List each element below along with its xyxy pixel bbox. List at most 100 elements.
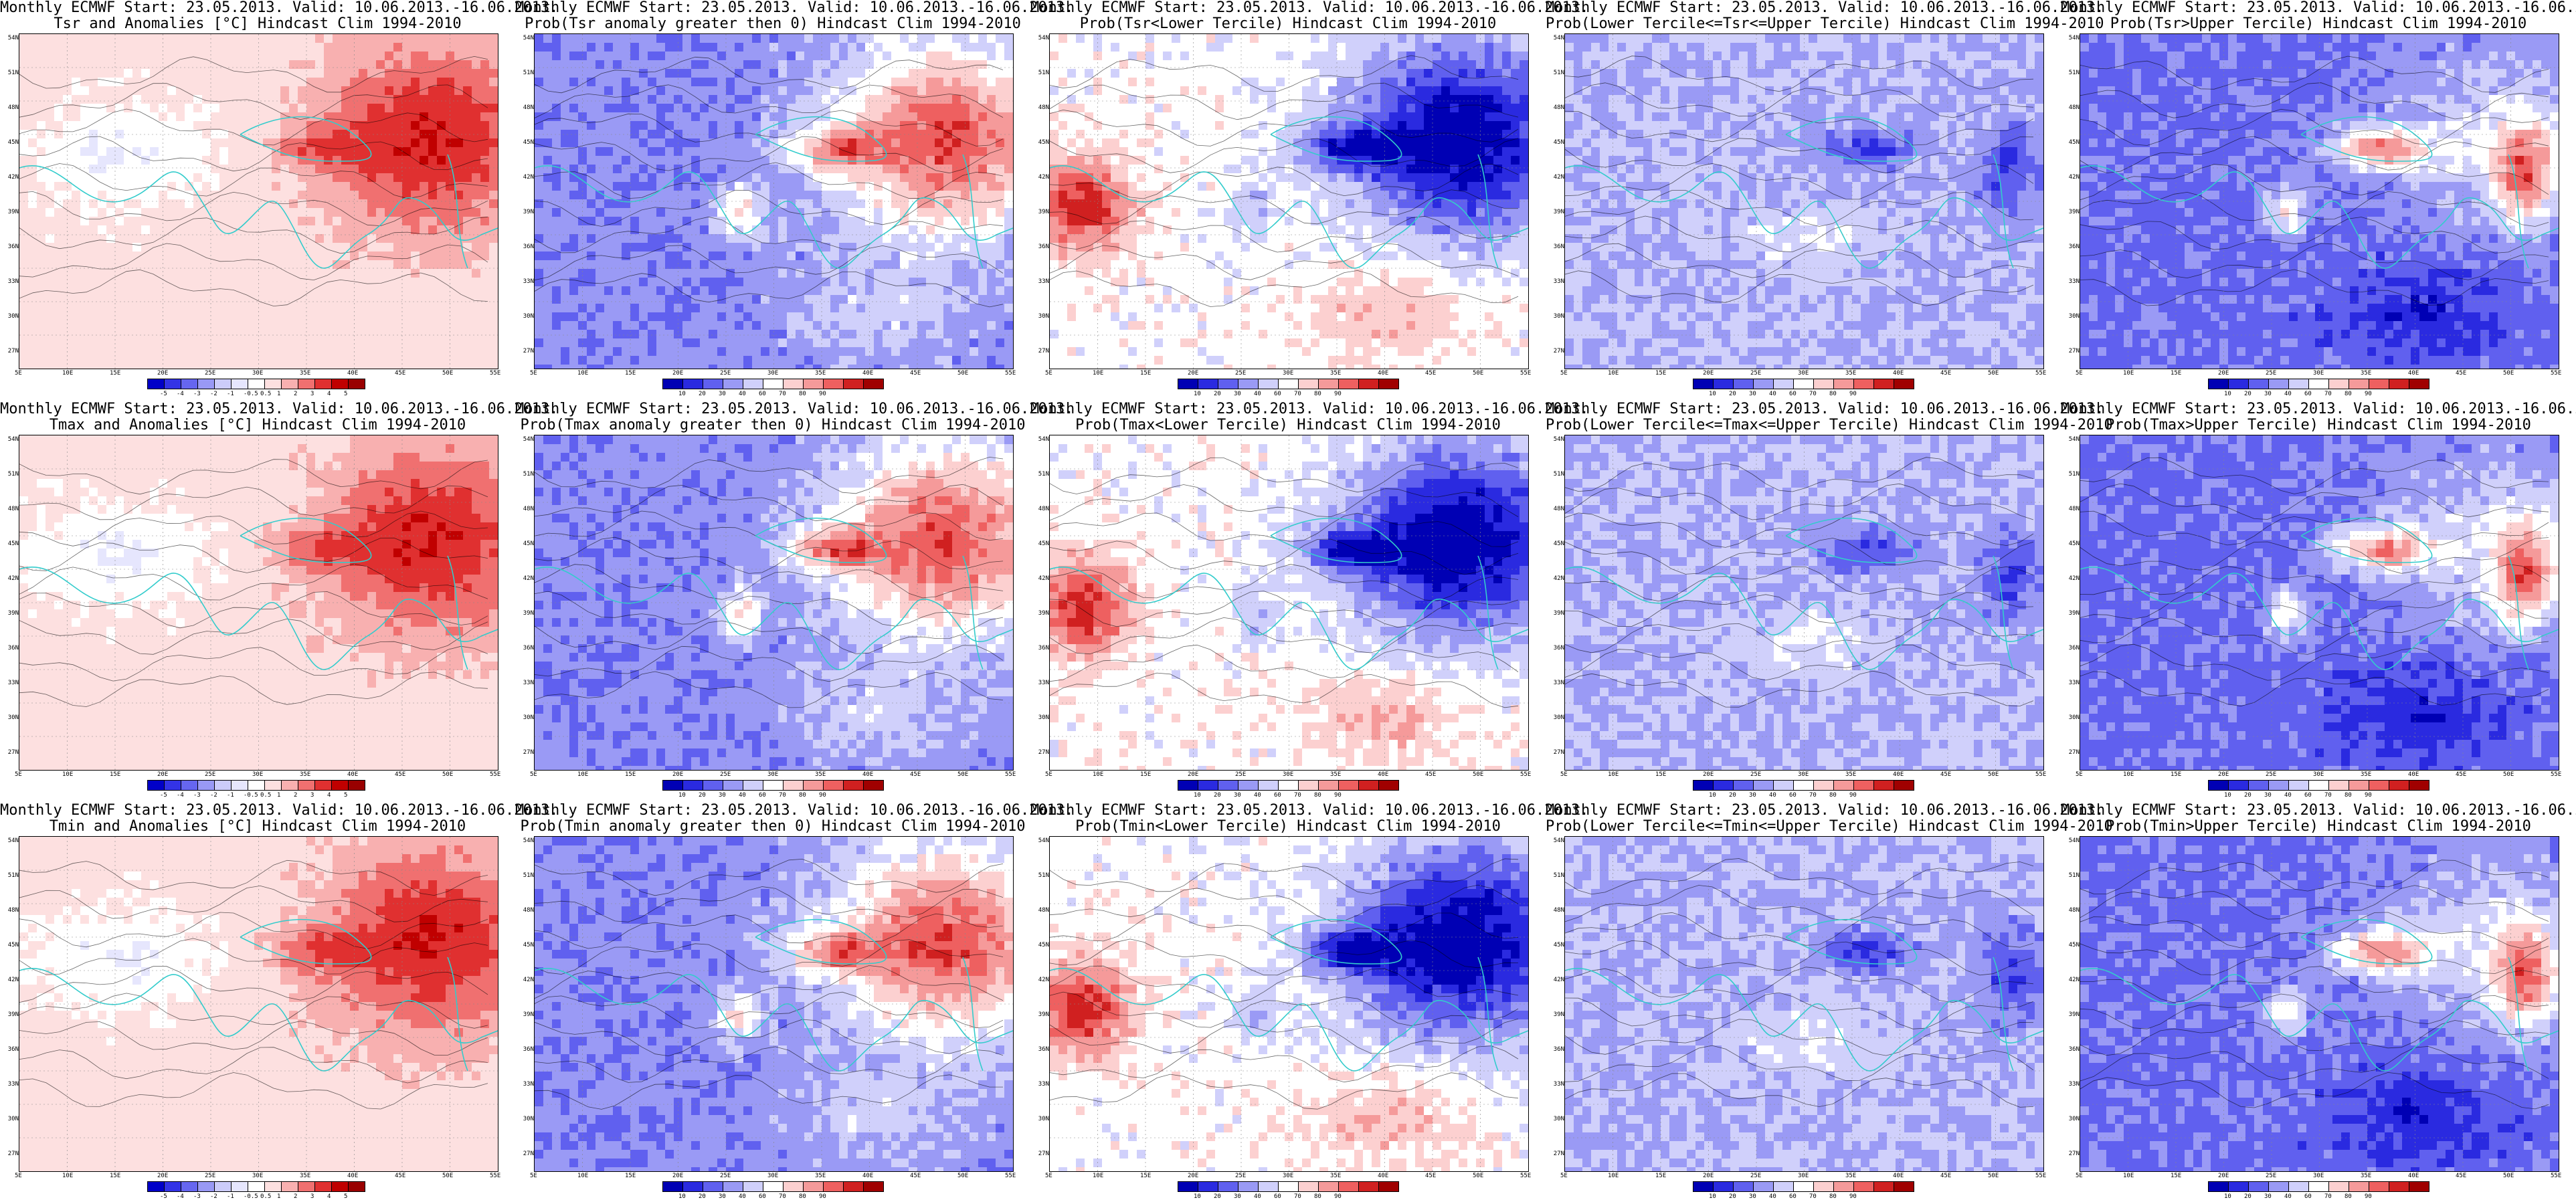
lon-label: 10E (577, 771, 588, 778)
lat-label: 27N (1547, 749, 1564, 756)
colorbar-segment (164, 780, 181, 791)
colorbar-segment (1733, 1181, 1754, 1192)
colorbar: 10 20 30 40 60 70 80 90 (1178, 1181, 1399, 1200)
colorbar-segment (843, 1181, 864, 1192)
lat-label: 39N (1032, 1011, 1049, 1018)
lon-label: 40E (862, 771, 873, 778)
colorbar-segment (743, 379, 763, 389)
colorbar-segment (2268, 780, 2289, 791)
colorbar-segment (682, 1181, 703, 1192)
colorbar-label: 30 (719, 1193, 726, 1200)
lon-label: 25E (205, 1173, 215, 1179)
lat-label: 30N (1547, 313, 1564, 320)
colorbar-segment (2349, 1181, 2369, 1192)
lon-label: 5E (2076, 771, 2083, 778)
lon-label: 10E (1608, 370, 1619, 377)
colorbar-label: 3 (310, 1193, 314, 1200)
lat-label: 48N (1032, 506, 1049, 512)
lat-label: 36N (1, 243, 19, 250)
lon-label: 20E (157, 1173, 168, 1179)
lon-label: 15E (110, 370, 120, 377)
colorbar-label: 80 (1829, 792, 1837, 799)
lat-label: 30N (1032, 714, 1049, 721)
colorbar-label: 80 (799, 1193, 806, 1200)
colorbar-segment (214, 379, 232, 389)
lat-label: 33N (517, 680, 534, 686)
shaded-field (2080, 837, 2559, 1171)
colorbar-label: 10 (1709, 792, 1716, 799)
lon-label: 10E (1608, 771, 1619, 778)
colorbar-segment (1693, 379, 1714, 389)
colorbar-segment (1894, 1181, 1914, 1192)
colorbar-label: 10 (1194, 391, 1201, 397)
colorbar-label: 20 (2244, 1193, 2251, 1200)
lon-label: 25E (205, 771, 215, 778)
lon-label: 50E (442, 1173, 453, 1179)
panel-title-line2: Prob(Tmax anomaly greater then 0) Hindca… (515, 417, 1030, 433)
lat-label: 39N (517, 610, 534, 617)
lon-label: 35E (2361, 370, 2371, 377)
shaded-field (1565, 34, 2043, 369)
lon-label: 20E (1188, 1173, 1198, 1179)
lat-label: 39N (1, 209, 19, 215)
colorbar-label: 40 (2284, 391, 2292, 397)
shaded-field (19, 435, 498, 770)
colorbar-segment (783, 780, 804, 791)
lat-label: 54N (1032, 436, 1049, 443)
colorbar-segment (331, 1181, 349, 1192)
colorbar-segment (2308, 780, 2329, 791)
lon-label: 45E (2456, 370, 2466, 377)
lat-label: 30N (1032, 313, 1049, 320)
lon-label: 20E (1188, 370, 1198, 377)
lon-label: 30E (767, 771, 778, 778)
panel-title-line2: Prob(Tmax<Lower Tercile) Hindcast Clim 1… (1030, 417, 1546, 433)
lon-label: 30E (252, 771, 263, 778)
colorbar-label: -4 (177, 391, 184, 397)
colorbar-label: -0.5 (244, 391, 258, 397)
lat-label: 30N (2062, 1116, 2080, 1122)
colorbar-label: 0.5 (260, 792, 271, 799)
lon-label: 35E (300, 1173, 310, 1179)
colorbar-label: 20 (1729, 792, 1736, 799)
colorbar-segment (2389, 379, 2409, 389)
lon-label: 45E (1940, 771, 1951, 778)
lat-label: 45N (2062, 139, 2080, 146)
lat-label: 27N (1, 1150, 19, 1157)
colorbar-segment (1833, 379, 1854, 389)
forecast-panel: Monthly ECMWF Start: 23.05.2013. Valid: … (515, 803, 1073, 1204)
lon-label: 35E (300, 370, 310, 377)
colorbar-segment (2288, 1181, 2309, 1192)
colorbar: -5 -4 -3 -2 -1 -0.5 0.5 1 2 3 4 5 (147, 780, 365, 799)
colorbar-label: 60 (2304, 792, 2312, 799)
lat-label: 27N (1547, 348, 1564, 355)
colorbar: 10 20 30 40 60 70 80 90 (662, 780, 884, 799)
lat-label: 39N (1032, 209, 1049, 215)
lon-label: 35E (2361, 1173, 2371, 1179)
lat-label: 42N (1547, 977, 1564, 983)
colorbar-label: 90 (819, 1193, 826, 1200)
panel-title: Monthly ECMWF Start: 23.05.2013. Valid: … (1030, 401, 1588, 433)
lon-label: 20E (672, 1173, 683, 1179)
colorbar-label: 30 (2264, 792, 2272, 799)
lat-label: 36N (1547, 645, 1564, 651)
lat-label: 45N (1032, 139, 1049, 146)
lon-label: 30E (767, 1173, 778, 1179)
lat-label: 54N (1, 436, 19, 443)
colorbar-segment (1298, 1181, 1319, 1192)
lat-label: 36N (1, 1046, 19, 1053)
lat-label: 33N (1032, 1081, 1049, 1088)
lat-label: 33N (1, 278, 19, 285)
lon-label: 5E (530, 1173, 537, 1179)
lon-label: 30E (1798, 370, 1809, 377)
colorbar-segment (1833, 1181, 1854, 1192)
colorbar-label: 80 (1314, 792, 1321, 799)
colorbar-label: 60 (1274, 1193, 1281, 1200)
colorbar-segment (843, 379, 864, 389)
lon-label: 10E (2123, 771, 2134, 778)
shaded-field (2080, 34, 2559, 369)
colorbar-label: 40 (739, 391, 746, 397)
colorbar-segment (823, 780, 844, 791)
colorbar-label: 90 (2365, 792, 2372, 799)
colorbar-label: 30 (1749, 1193, 1756, 1200)
colorbar-label: 80 (1314, 1193, 1321, 1200)
